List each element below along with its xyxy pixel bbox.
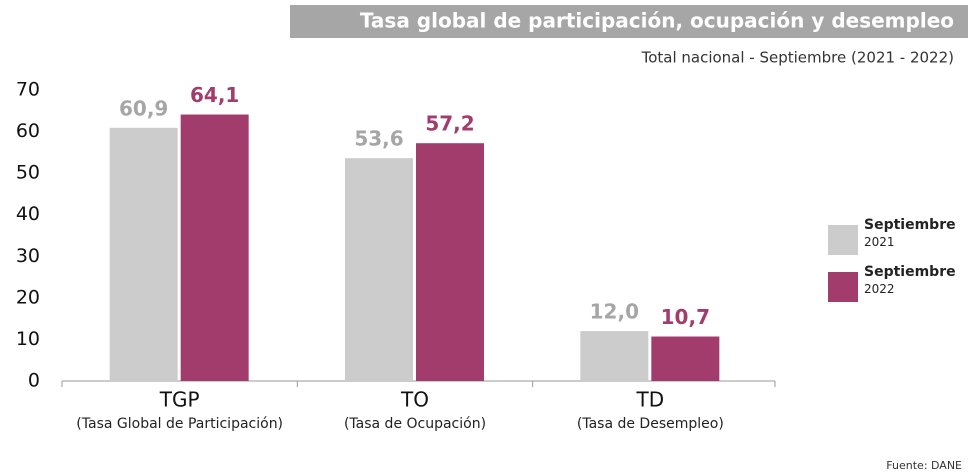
chart-subtitle: Total nacional - Septiembre (2021 - 2022… — [641, 49, 954, 67]
y-tick-label: 60 — [16, 120, 40, 142]
y-tick-label: 70 — [16, 79, 40, 101]
legend-label: Septiembre 2022 — [864, 264, 956, 296]
bar — [345, 158, 413, 381]
y-tick-label: 10 — [16, 328, 40, 350]
value-label: 57,2 — [425, 112, 474, 136]
title-box — [290, 5, 968, 38]
x-tick-label: TO — [400, 388, 429, 412]
value-label: 12,0 — [590, 300, 639, 324]
bar — [580, 331, 649, 381]
bar — [109, 127, 178, 381]
y-tick-label: 40 — [16, 203, 40, 225]
legend-swatch — [828, 225, 858, 255]
bar — [180, 114, 249, 381]
value-label: 60,9 — [119, 96, 168, 120]
x-tick-label: TD — [636, 388, 665, 412]
value-label: 64,1 — [190, 83, 239, 107]
legend-label: Septiembre 2021 — [864, 217, 956, 249]
y-tick-label: 30 — [16, 245, 40, 267]
bar — [416, 143, 484, 381]
bar — [651, 336, 720, 381]
legend-swatch — [828, 272, 858, 302]
category-description: (Tasa Global de Participación) — [76, 416, 283, 432]
value-label: 53,6 — [354, 127, 403, 151]
category-description: (Tasa de Desempleo) — [577, 416, 724, 432]
y-tick-label: 0 — [28, 370, 40, 392]
value-label: 10,7 — [661, 305, 710, 329]
category-description: (Tasa de Ocupación) — [344, 416, 486, 432]
x-tick-label: TGP — [159, 388, 200, 412]
y-tick-label: 50 — [16, 162, 40, 184]
y-tick-label: 20 — [16, 286, 40, 308]
source: Fuente: DANE — [886, 459, 962, 472]
chart-title: Tasa global de participación, ocupación … — [360, 9, 954, 33]
